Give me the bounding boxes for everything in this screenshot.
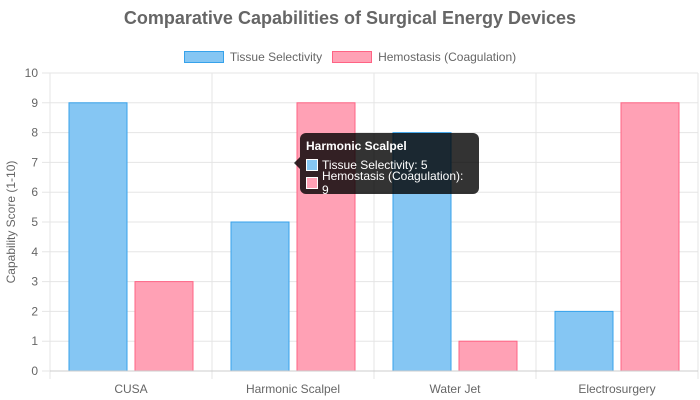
bar [620, 102, 680, 372]
chart-title: Comparative Capabilities of Surgical Ene… [123, 8, 577, 28]
legend-item-tissue-selectivity[interactable]: Tissue Selectivity [183, 50, 323, 64]
tooltip-value-tissue-selectivity: Tissue Selectivity: 5 [322, 158, 428, 172]
y-tick-label: 1 [31, 334, 38, 348]
legend-swatch-hemostasis [332, 51, 373, 63]
tooltip-swatch-hemostasis [306, 177, 318, 189]
bar [68, 102, 128, 372]
y-tick-label: 10 [25, 66, 39, 80]
x-tick-label: Water Jet [430, 382, 482, 396]
tooltip-row-hemostasis: Hemostasis (Coagulation): 9 [306, 169, 473, 197]
bar [230, 221, 290, 372]
y-tick-label: 5 [31, 215, 38, 229]
y-tick-label: 4 [31, 245, 38, 259]
x-tick-label: CUSA [114, 382, 147, 396]
x-tick-label: Harmonic Scalpel [246, 382, 340, 396]
tooltip-title: Harmonic Scalpel [306, 139, 407, 153]
legend-swatch-tissue-selectivity [183, 51, 224, 63]
y-tick-label: 2 [31, 304, 38, 318]
bar [554, 310, 614, 372]
tooltip-row-tissue-selectivity: Tissue Selectivity: 5 [306, 157, 473, 173]
legend: Tissue Selectivity Hemostasis (Coagulati… [0, 49, 700, 65]
axes: 0 1 2 3 4 5 6 7 8 9 10 CUSA Harmonic Scalpel Water Je… [4, 66, 698, 396]
tooltip-value-hemostasis: Hemostasis (Coagulation): 9 [321, 169, 464, 197]
bar [458, 340, 518, 372]
legend-label-hemostasis: Hemostasis (Coagulation) [378, 50, 517, 64]
y-tick-label: 6 [31, 185, 38, 199]
tooltip-swatch-tissue-selectivity [306, 159, 318, 171]
y-tick-label: 0 [31, 364, 38, 378]
x-tick-label: Electrosurgery [578, 382, 655, 396]
y-axis-title: Capability Score (1-10) [4, 161, 18, 284]
bar [134, 281, 194, 372]
legend-item-hemostasis[interactable]: Hemostasis (Coagulation) [332, 50, 516, 64]
y-tick-label: 7 [31, 155, 38, 169]
y-tick-label: 9 [31, 96, 38, 110]
legend-label-tissue-selectivity: Tissue Selectivity [229, 50, 323, 64]
y-tick-label: 8 [31, 126, 38, 140]
tooltip: Harmonic Scalpel Tissue Selectivity: 5 H… [294, 133, 479, 197]
y-tick-label: 3 [31, 275, 38, 289]
